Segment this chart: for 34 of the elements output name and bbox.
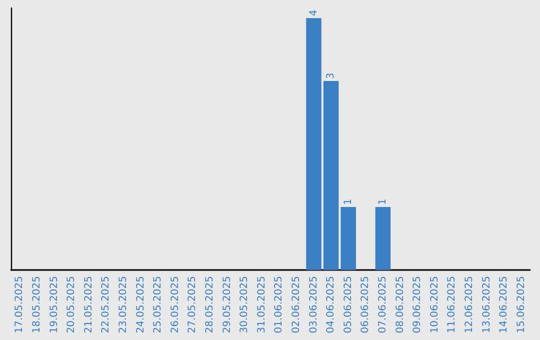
x-tick-label: 08.06.2025 <box>394 276 406 334</box>
x-tick-label: 29.05.2025 <box>222 276 233 334</box>
x-tick-label: 05.06.2025 <box>342 276 354 334</box>
x-tick-label: 17.05.2025 <box>14 276 26 334</box>
x-tick-label: 12.06.2025 <box>464 276 475 334</box>
data-label: 1 <box>342 198 354 206</box>
x-tick-label: 28.05.2025 <box>204 276 216 334</box>
x-tick-label: 14.06.2025 <box>498 276 510 334</box>
x-tick-label: 13.06.2025 <box>481 276 492 334</box>
x-tick-label: 24.05.2025 <box>135 276 146 334</box>
x-tick-label: 31.05.2025 <box>256 276 268 334</box>
x-tick-label: 30.05.2025 <box>239 276 250 334</box>
x-tick-label: 23.05.2025 <box>118 276 129 334</box>
x-tick-label: 25.05.2025 <box>152 276 164 334</box>
x-tick-label: 10.06.2025 <box>429 276 440 334</box>
data-label: 3 <box>326 72 337 80</box>
x-tick-label: 02.06.2025 <box>290 276 302 334</box>
x-tick-label: 22.05.2025 <box>100 276 112 334</box>
x-tick-label: 11.06.2025 <box>446 276 458 334</box>
data-label: 1 <box>377 198 388 206</box>
x-tick-label: 21.05.2025 <box>83 276 94 334</box>
x-tick-label: 04.06.2025 <box>326 276 337 334</box>
x-tick-label: 09.06.2025 <box>412 276 424 334</box>
x-tick-label: 19.05.2025 <box>48 276 60 334</box>
x-tick-label: 07.06.2025 <box>377 276 388 334</box>
x-tick-label: 18.05.2025 <box>31 276 42 334</box>
x-tick-label: 06.06.2025 <box>360 276 372 334</box>
x-tick-label: 20.05.2025 <box>66 276 78 334</box>
data-label: 4 <box>308 10 320 16</box>
x-tick-label: 01.06.2025 <box>274 276 285 334</box>
x-tick-label: 15.06.2025 <box>516 276 527 334</box>
x-tick-label: 27.05.2025 <box>187 276 198 334</box>
x-tick-label: 03.06.2025 <box>308 276 320 334</box>
x-tick-label: 26.05.2025 <box>170 276 181 334</box>
